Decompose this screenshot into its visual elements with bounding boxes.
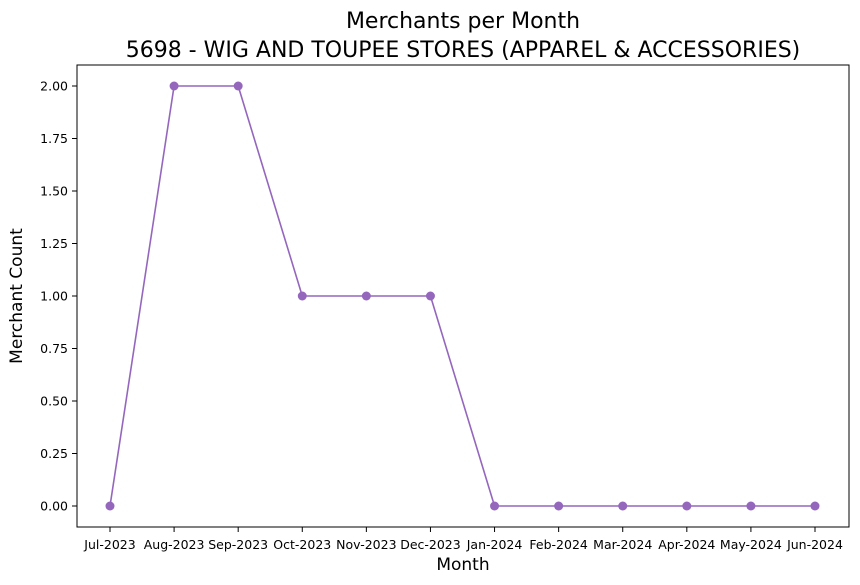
x-tick-label: Aug-2023 (144, 537, 205, 552)
series-line (109, 85, 815, 507)
x-tick-label: Apr-2024 (658, 537, 715, 552)
data-point (361, 291, 371, 301)
data-point (490, 501, 500, 511)
y-tick-label: 1.50 (40, 184, 68, 199)
x-tick-label: Jun-2024 (786, 537, 843, 552)
data-point (105, 501, 115, 511)
x-tick-label: Nov-2023 (336, 537, 396, 552)
y-tick-label: 1.25 (40, 236, 68, 251)
data-point (682, 501, 692, 511)
x-tick-label: Mar-2024 (593, 537, 652, 552)
x-tick-label: Jan-2024 (466, 537, 523, 552)
data-point (810, 501, 820, 511)
y-tick-label: 1.00 (40, 289, 68, 304)
data-point (425, 291, 435, 301)
x-tick-label: Dec-2023 (400, 537, 461, 552)
x-axis-label: Month (436, 555, 489, 575)
data-point (233, 81, 243, 91)
y-tick-label: 0.50 (40, 394, 68, 409)
x-tick-label: Oct-2023 (273, 537, 331, 552)
y-axis: 0.00 0.25 0.50 0.75 1.00 1.25 1.50 1.75 2.00 (40, 79, 77, 514)
x-tick-label: Feb-2024 (529, 537, 588, 552)
series-layer (105, 81, 820, 511)
data-point (618, 501, 628, 511)
y-tick-label: 0.75 (40, 341, 68, 356)
y-axis-label: Merchant Count (7, 228, 27, 364)
data-point (554, 501, 564, 511)
x-tick-label: May-2024 (720, 537, 782, 552)
y-tick-label: 0.00 (40, 499, 68, 514)
x-axis: Jul-2023 Aug-2023 Sep-2023 Oct-2023 Nov-2023… (83, 527, 843, 552)
plot-area-frame (76, 64, 850, 528)
chart-title: Merchants per Month (346, 9, 580, 34)
data-point (169, 81, 179, 91)
chart-subtitle: 5698 - WIG AND TOUPEE STORES (APPAREL & … (126, 38, 801, 63)
y-tick-label: 1.75 (40, 131, 68, 146)
x-tick-label: Sep-2023 (208, 537, 268, 552)
data-point (297, 291, 307, 301)
data-point (746, 501, 756, 511)
y-tick-label: 2.00 (40, 79, 68, 94)
y-tick-label: 0.25 (40, 446, 68, 461)
x-tick-label: Jul-2023 (83, 537, 135, 552)
